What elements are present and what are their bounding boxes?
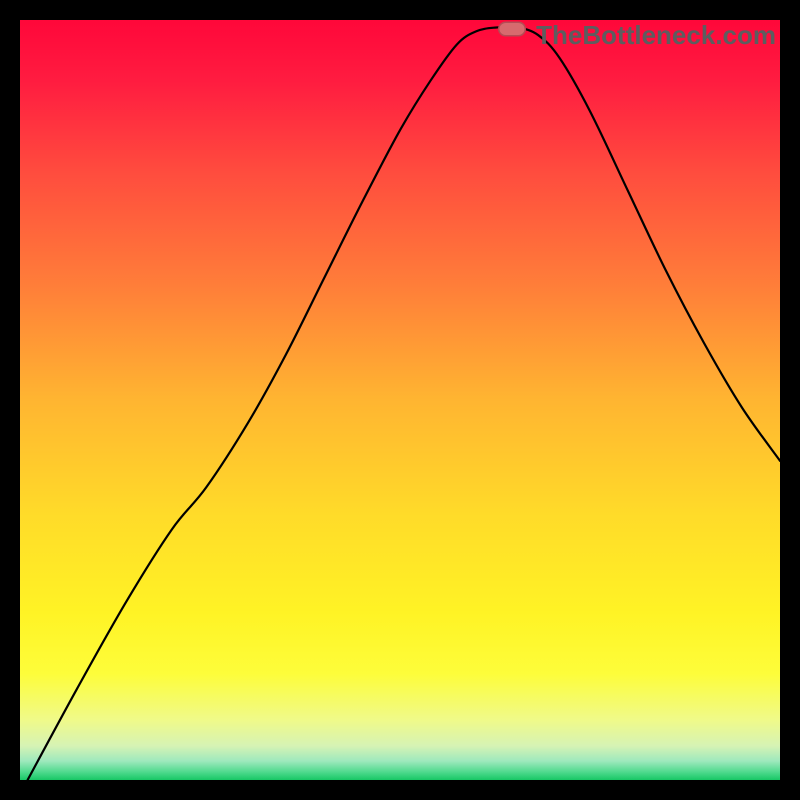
frame-border-bottom — [0, 780, 800, 800]
watermark-text: TheBottleneck.com — [536, 20, 776, 51]
chart-frame: TheBottleneck.com — [0, 0, 800, 800]
minimum-marker-pill — [499, 22, 526, 36]
frame-border-top — [0, 0, 800, 20]
frame-border-right — [780, 0, 800, 800]
minimum-marker — [498, 22, 526, 37]
plot-area — [20, 20, 780, 780]
frame-border-left — [0, 0, 20, 800]
background-gradient — [20, 20, 780, 780]
